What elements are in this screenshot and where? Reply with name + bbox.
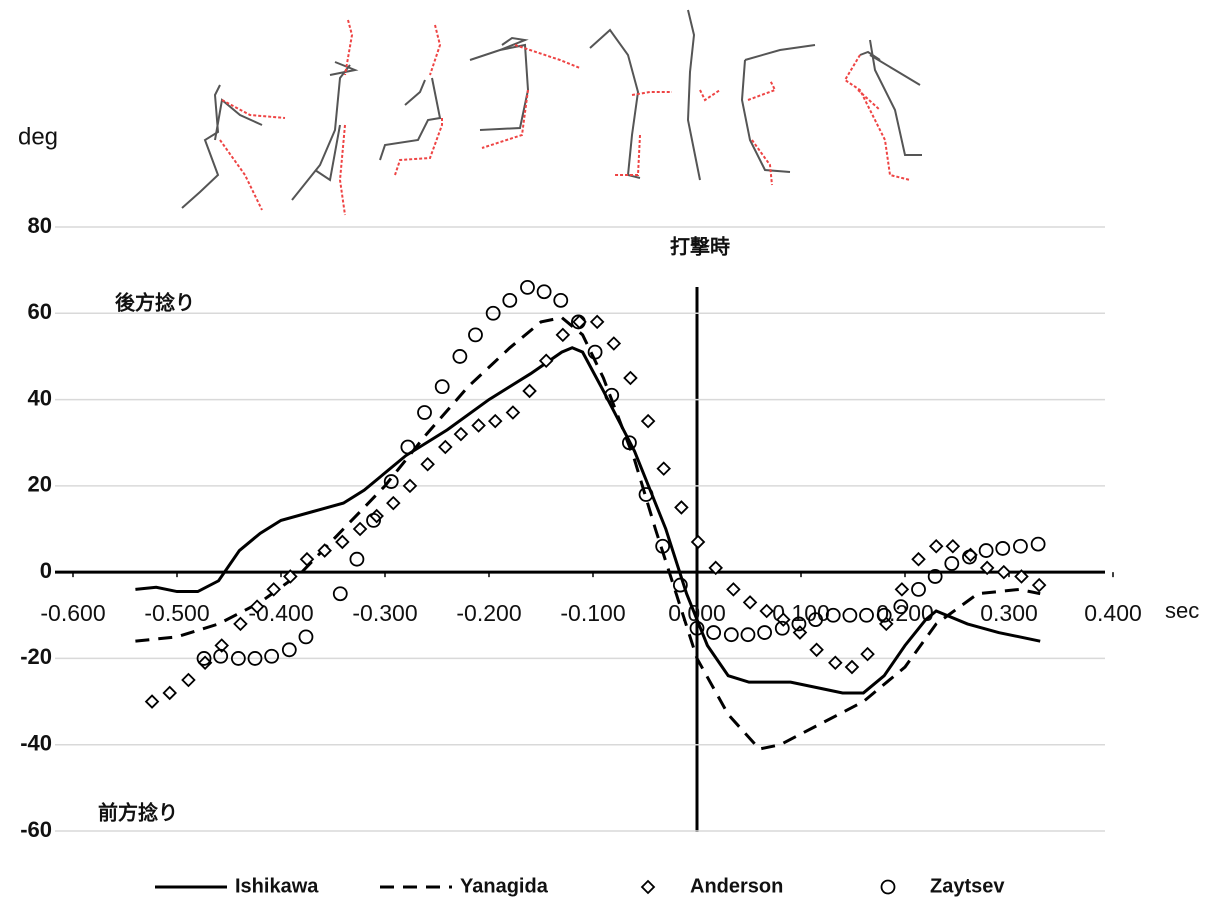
data-point	[538, 285, 551, 298]
data-point	[439, 441, 451, 453]
data-point	[642, 415, 654, 427]
data-point	[761, 605, 773, 617]
y-tick-label: -40	[20, 731, 52, 756]
data-point	[350, 553, 363, 566]
data-point	[489, 415, 501, 427]
x-tick-label: 0.300	[980, 600, 1038, 626]
data-point	[299, 630, 312, 643]
data-point	[843, 609, 856, 622]
y-tick-label: -20	[20, 644, 52, 669]
data-point	[521, 281, 534, 294]
data-point	[473, 419, 485, 431]
data-point	[860, 609, 873, 622]
data-point	[947, 540, 959, 552]
data-point	[675, 501, 687, 513]
y-tick-label: 80	[28, 213, 52, 238]
x-tick-label: 0.400	[1084, 600, 1142, 626]
data-point	[268, 583, 280, 595]
data-point	[589, 346, 602, 359]
data-point	[998, 566, 1010, 578]
data-point	[591, 316, 603, 328]
data-point	[912, 583, 925, 596]
y-axis-label: deg	[18, 123, 58, 150]
data-point	[658, 463, 670, 475]
data-point	[334, 587, 347, 600]
data-point	[387, 497, 399, 509]
data-point	[811, 644, 823, 656]
data-point	[846, 661, 858, 673]
data-point	[503, 294, 516, 307]
data-point	[234, 618, 246, 630]
data-point	[401, 441, 414, 454]
legend-swatch	[882, 881, 895, 894]
data-point	[913, 553, 925, 565]
data-point	[1032, 538, 1045, 551]
legend-label: Ishikawa	[235, 875, 319, 897]
data-point	[336, 536, 348, 548]
data-point	[624, 372, 636, 384]
data-point	[980, 544, 993, 557]
legend-label: Zaytsev	[930, 875, 1005, 897]
data-point	[930, 540, 942, 552]
y-tick-label: 20	[28, 472, 52, 497]
data-point	[727, 583, 739, 595]
data-point	[354, 523, 366, 535]
data-point	[455, 428, 467, 440]
data-point	[436, 380, 449, 393]
data-point	[1014, 540, 1027, 553]
legend-swatch	[642, 881, 654, 893]
data-point	[741, 628, 754, 641]
data-point	[146, 696, 158, 708]
backward-annotation: 後方捻り	[115, 290, 195, 314]
forward-annotation: 前方捻り	[98, 800, 178, 824]
legend-label: Anderson	[690, 875, 783, 897]
data-point	[524, 385, 536, 397]
data-point	[692, 536, 704, 548]
data-point	[404, 480, 416, 492]
data-point	[707, 626, 720, 639]
data-point	[1033, 579, 1045, 591]
data-point	[214, 650, 227, 663]
x-tick-label: -0.200	[456, 600, 521, 626]
data-point	[164, 687, 176, 699]
series-line	[135, 318, 1040, 749]
y-tick-label: 0	[40, 558, 52, 583]
y-tick-label: 60	[28, 299, 52, 324]
data-point	[945, 557, 958, 570]
legend-label: Yanagida	[460, 875, 549, 897]
data-point	[182, 674, 194, 686]
x-tick-label: -0.100	[560, 600, 625, 626]
data-point	[554, 294, 567, 307]
y-tick-label: 40	[28, 385, 52, 410]
x-tick-label: -0.300	[352, 600, 417, 626]
data-point	[557, 329, 569, 341]
data-point	[265, 650, 278, 663]
x-tick-label: -0.500	[144, 600, 209, 626]
y-tick-label: -60	[20, 817, 52, 842]
impact-annotation: 打撃時	[670, 234, 730, 258]
data-point	[469, 328, 482, 341]
data-point	[453, 350, 466, 363]
data-point	[996, 542, 1009, 555]
data-point	[283, 643, 296, 656]
x-tick-label: -0.600	[40, 600, 105, 626]
stick-figures	[182, 10, 922, 215]
chart: deg sec 打撃時 後方捻り 前方捻り 80 60 40 20 0 -20 -40 -60…	[0, 0, 1225, 904]
data-point	[507, 407, 519, 419]
data-point	[422, 458, 434, 470]
x-axis-label: sec	[1165, 598, 1199, 623]
data-point	[744, 596, 756, 608]
data-point	[418, 406, 431, 419]
data-point	[725, 628, 738, 641]
data-point	[896, 583, 908, 595]
data-point	[758, 626, 771, 639]
data-point	[608, 337, 620, 349]
